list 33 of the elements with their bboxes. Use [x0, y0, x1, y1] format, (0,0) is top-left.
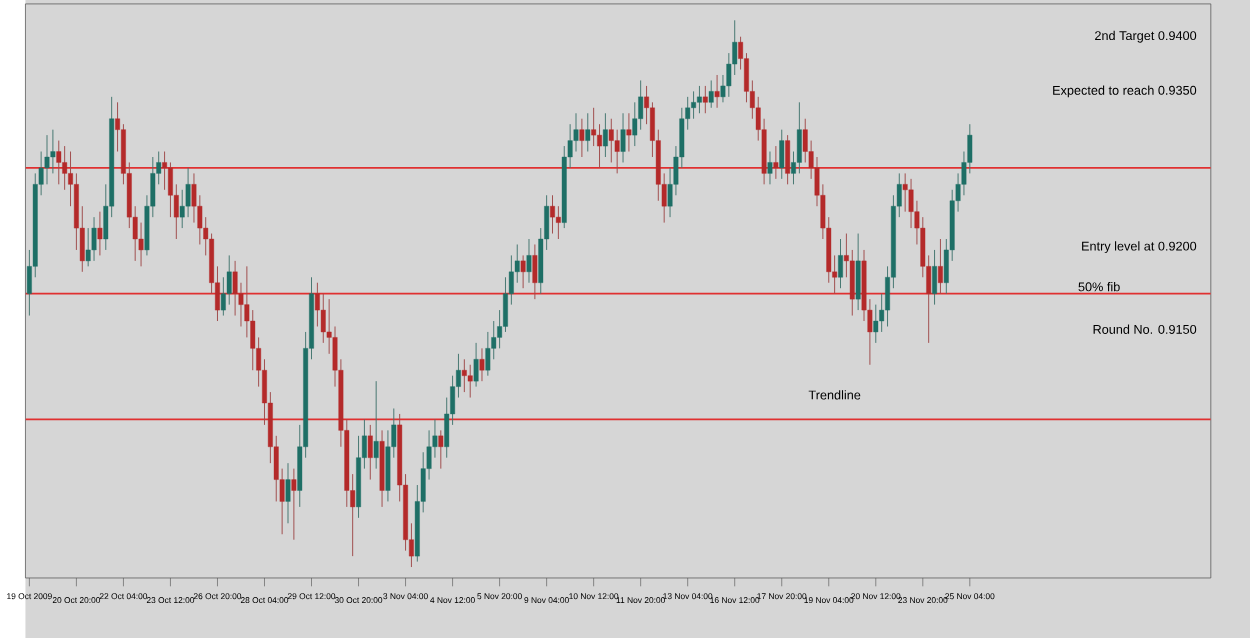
- candlestick: [550, 194, 555, 234]
- candlestick: [938, 238, 943, 294]
- candlestick: [855, 232, 861, 311]
- candlestick: [838, 238, 843, 289]
- candlestick: [461, 358, 467, 393]
- candlestick: [91, 216, 97, 262]
- candlestick: [285, 462, 291, 524]
- candlestick: [714, 74, 720, 108]
- candlestick: [520, 254, 526, 289]
- candlestick: [697, 85, 702, 114]
- candlestick: [97, 210, 103, 256]
- candlestick: [438, 429, 444, 469]
- candlestick: [585, 112, 591, 152]
- candlestick: [532, 243, 538, 300]
- candlestick: [779, 128, 785, 180]
- candlestick: [767, 150, 773, 185]
- candlestick: [579, 117, 585, 158]
- candlestick: [602, 112, 608, 158]
- candlestick: [291, 467, 297, 540]
- candlestick: [56, 139, 62, 185]
- candlestick: [773, 145, 779, 180]
- candlestick: [702, 85, 708, 114]
- candlestick: [467, 363, 473, 398]
- candlestick: [367, 424, 373, 480]
- candlestick: [626, 112, 632, 152]
- candlestick: [479, 347, 485, 382]
- candlestick: [932, 249, 937, 305]
- candlestick: [473, 342, 479, 387]
- candlestick: [373, 380, 379, 469]
- candlestick: [620, 112, 626, 163]
- candlestick: [526, 238, 532, 283]
- candlestick: [708, 79, 714, 108]
- candlestick: [785, 134, 791, 185]
